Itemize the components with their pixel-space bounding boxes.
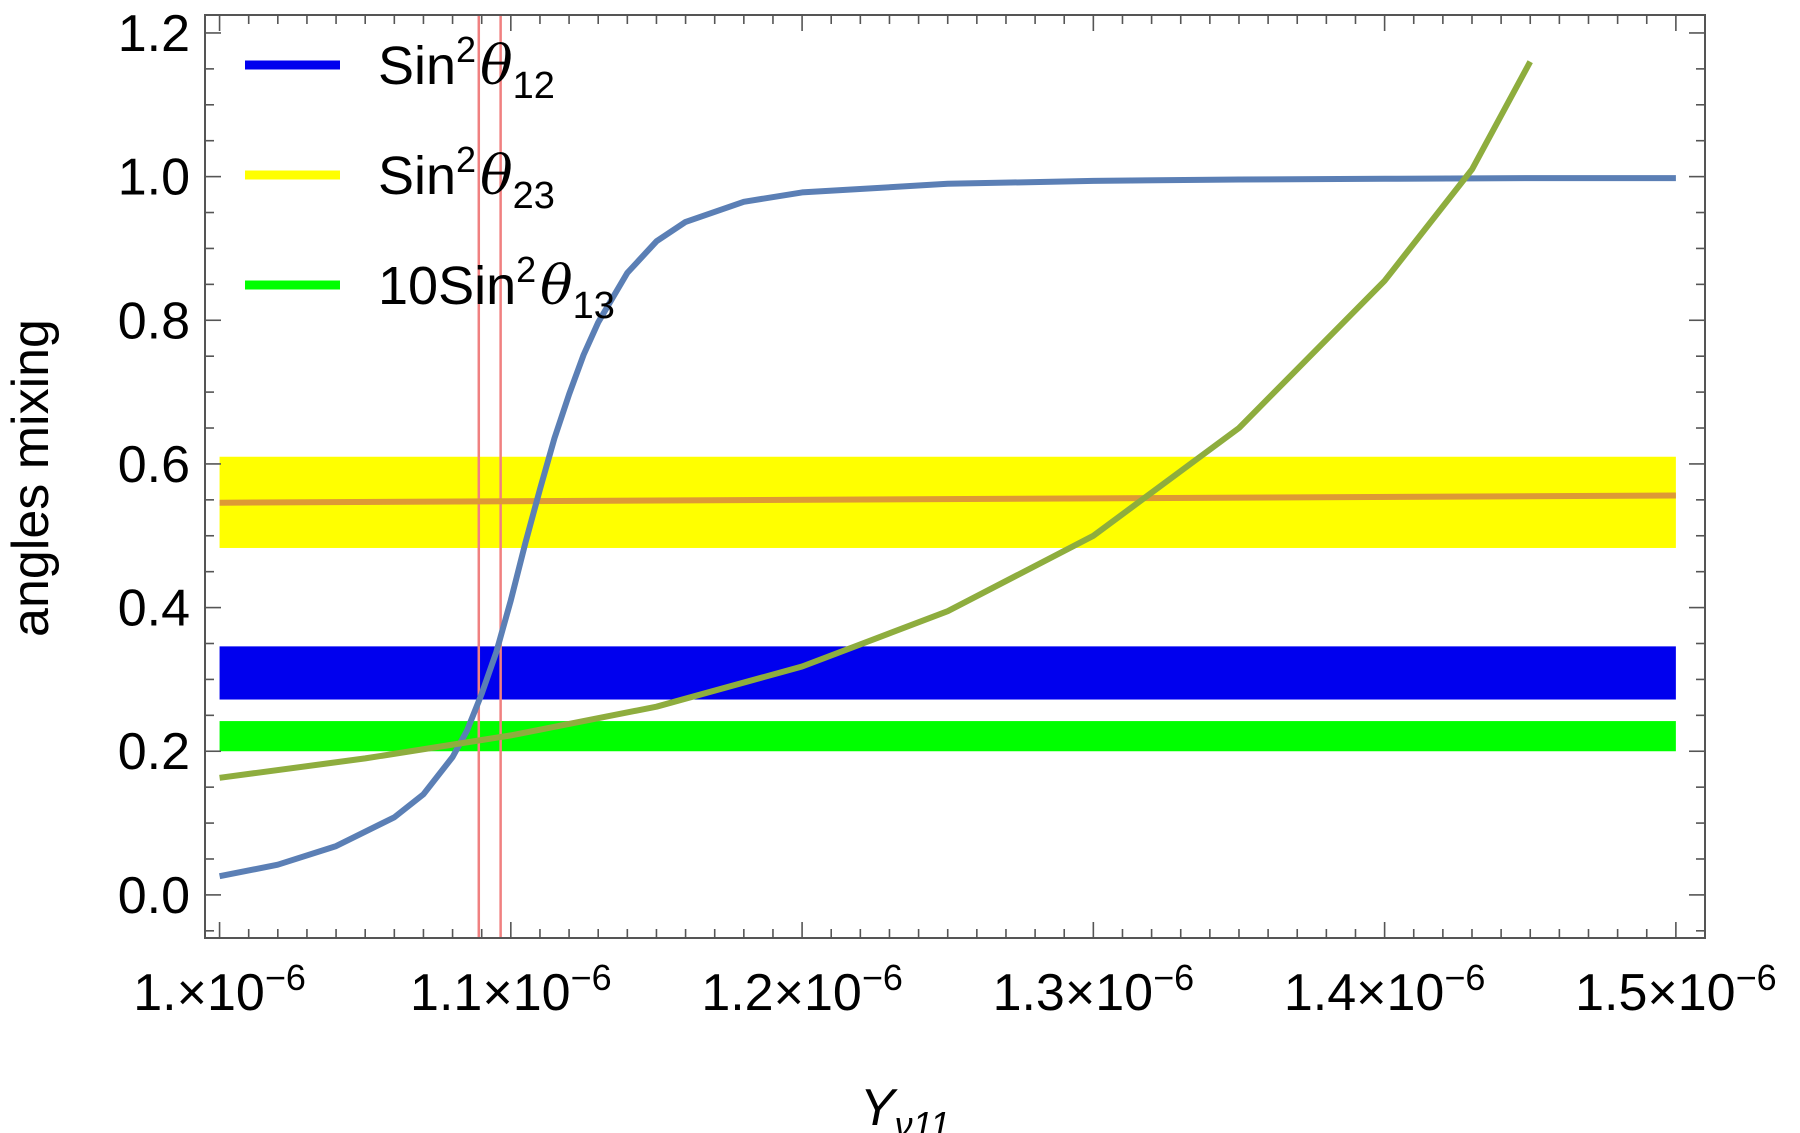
x-axis-label-sub: ν11 xyxy=(895,1104,950,1133)
series-layer xyxy=(219,60,1676,880)
y-tick-label: 1.2 xyxy=(118,5,190,63)
theta12-band xyxy=(219,646,1676,700)
x-tick-label: 1.5×10−6 xyxy=(1575,957,1777,1022)
x-tick-label: 1.3×10−6 xyxy=(993,957,1195,1022)
y-tick-label: 1.0 xyxy=(118,149,190,207)
y-tick-label: 0.6 xyxy=(118,436,190,494)
legend-label: Sin2θ23 xyxy=(378,139,555,217)
x-axis-label: Yν11 xyxy=(860,1079,950,1133)
legend: Sin2θ12 Sin2θ23 10Sin2θ13 xyxy=(245,29,615,327)
y-axis-label: angles mixing xyxy=(2,319,60,637)
x-tick-label: 1.×10−6 xyxy=(133,957,306,1022)
y-tick-labels: 0.0 0.2 0.4 0.6 0.8 1.0 1.2 xyxy=(118,5,190,925)
x-tick-labels: 1.×10−6 1.1×10−6 1.2×10−6 1.3×10−6 1.4×10−6 1… xyxy=(133,957,1776,1022)
series-line-2 xyxy=(219,492,1676,506)
x-tick-label: 1.2×10−6 xyxy=(701,957,903,1022)
bands-layer xyxy=(219,456,1676,752)
y-tick-label: 0.0 xyxy=(118,867,190,925)
x-axis-label-main: Y xyxy=(860,1079,898,1133)
y-tick-label: 0.8 xyxy=(118,292,190,350)
series-line-3 xyxy=(219,60,1533,781)
legend-label: 10Sin2θ13 xyxy=(378,249,615,327)
legend-label: Sin2θ12 xyxy=(378,29,555,107)
y-tick-label: 0.2 xyxy=(118,723,190,781)
series-line-1 xyxy=(219,175,1676,880)
y-tick-label: 0.4 xyxy=(118,580,190,638)
vertical-lines-layer xyxy=(477,15,502,938)
plot-frame xyxy=(204,14,1706,939)
x-tick-label: 1.1×10−6 xyxy=(410,957,612,1022)
x-tick-label: 1.4×10−6 xyxy=(1284,957,1486,1022)
ticks-layer xyxy=(205,15,1705,938)
